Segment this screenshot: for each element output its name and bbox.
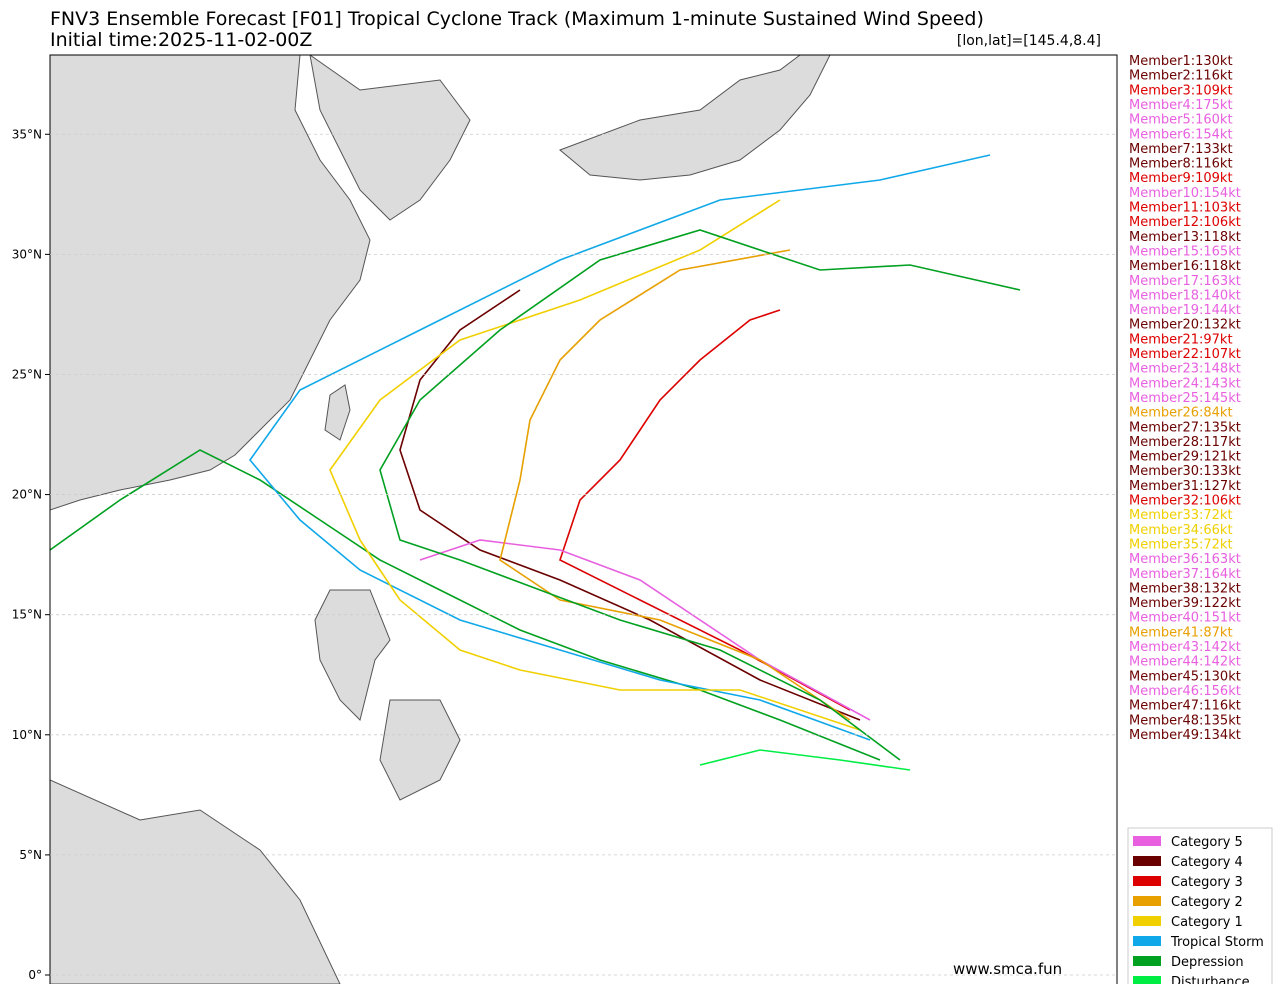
member-label: Member30:133kt	[1129, 464, 1241, 479]
member-label: Member25:145kt	[1129, 391, 1241, 406]
member-label: Member46:156kt	[1129, 684, 1241, 699]
member-label: Member38:132kt	[1129, 581, 1241, 596]
member-label: Member44:142kt	[1129, 655, 1241, 670]
member-label: Member24:143kt	[1129, 376, 1241, 391]
legend-swatch	[1133, 976, 1161, 986]
member-label: Member11:103kt	[1129, 201, 1241, 216]
member-label: Member5:160kt	[1129, 113, 1233, 128]
member-label: Member6:154kt	[1129, 127, 1233, 142]
y-tick-label: 25°N	[12, 367, 42, 381]
member-label: Member40:151kt	[1129, 611, 1241, 626]
member-label: Member43:142kt	[1129, 640, 1241, 655]
member-label: Member35:72kt	[1129, 537, 1233, 552]
member-label: Member9:109kt	[1129, 171, 1233, 186]
member-label: Member3:109kt	[1129, 83, 1233, 98]
legend-label: Category 2	[1171, 895, 1243, 910]
member-label: Member27:135kt	[1129, 420, 1241, 435]
member-label: Member2:116kt	[1129, 69, 1233, 84]
y-tick-label: 5°N	[19, 848, 42, 862]
y-tick-label: 30°N	[12, 247, 42, 261]
member-label: Member36:163kt	[1129, 552, 1241, 567]
member-label: Member18:140kt	[1129, 288, 1241, 303]
y-tick-label: 0°	[28, 968, 42, 982]
tracks	[50, 154, 1021, 771]
member-label: Member31:127kt	[1129, 479, 1241, 494]
member-label: Member10:154kt	[1129, 186, 1241, 201]
watermark: www.smca.fun	[953, 960, 1062, 978]
legend-swatch	[1133, 916, 1161, 926]
member-label: Member22:107kt	[1129, 347, 1241, 362]
y-tick-label: 35°N	[12, 127, 42, 141]
member-label: Member41:87kt	[1129, 625, 1233, 640]
y-tick-label: 15°N	[12, 608, 42, 622]
legend-label: Tropical Storm	[1170, 935, 1264, 950]
member-label: Member13:118kt	[1129, 230, 1241, 245]
legend-swatch	[1133, 936, 1161, 946]
legend-label: Category 1	[1171, 915, 1243, 930]
member-label: Member12:106kt	[1129, 215, 1241, 230]
legend-swatch	[1133, 836, 1161, 846]
member-label: Member47:116kt	[1129, 699, 1241, 714]
map-area: www.smca.fun	[50, 55, 1062, 984]
y-tick-label: 10°N	[12, 728, 42, 742]
member-label: Member33:72kt	[1129, 508, 1233, 523]
member-label: Member17:163kt	[1129, 274, 1241, 289]
legend-swatch	[1133, 896, 1161, 906]
member-label: Member45:130kt	[1129, 669, 1241, 684]
member-label: Member15:165kt	[1129, 244, 1241, 259]
member-label: Member49:134kt	[1129, 728, 1241, 743]
member-label: Member8:116kt	[1129, 157, 1233, 172]
subtitle: Initial time:2025-11-02-00Z	[50, 29, 312, 51]
legend-label: Depression	[1171, 955, 1244, 970]
land	[50, 55, 831, 984]
y-tick-label: 20°N	[12, 488, 42, 502]
legend-label: Category 3	[1171, 875, 1243, 890]
member-label: Member1:130kt	[1129, 54, 1233, 69]
member-label: Member19:144kt	[1129, 303, 1241, 318]
member-label: Member39:122kt	[1129, 596, 1241, 611]
member-label: Member34:66kt	[1129, 523, 1233, 538]
member-label: Member4:175kt	[1129, 98, 1233, 113]
member-label: Member16:118kt	[1129, 259, 1241, 274]
member-label: Member20:132kt	[1129, 318, 1241, 333]
member-label: Member26:84kt	[1129, 406, 1233, 421]
title: FNV3 Ensemble Forecast [F01] Tropical Cy…	[50, 8, 984, 30]
member-label: Member21:97kt	[1129, 332, 1233, 347]
member-label: Member29:121kt	[1129, 450, 1241, 465]
legend-swatch	[1133, 956, 1161, 966]
legend-label: Disturbance	[1171, 975, 1250, 984]
legend-swatch	[1133, 856, 1161, 866]
member-label: Member37:164kt	[1129, 567, 1241, 582]
member-label: Member32:106kt	[1129, 494, 1241, 509]
legend-label: Category 5	[1171, 835, 1243, 850]
map-frame	[49, 54, 1118, 988]
position: [lon,lat]=[145.4,8.4]	[957, 33, 1101, 49]
legend-label: Category 4	[1171, 855, 1243, 870]
legend-swatch	[1133, 876, 1161, 886]
member-label: Member28:117kt	[1129, 435, 1241, 450]
member-label: Member23:148kt	[1129, 362, 1241, 377]
member-label: Member7:133kt	[1129, 142, 1233, 157]
member-label: Member48:135kt	[1129, 713, 1241, 728]
